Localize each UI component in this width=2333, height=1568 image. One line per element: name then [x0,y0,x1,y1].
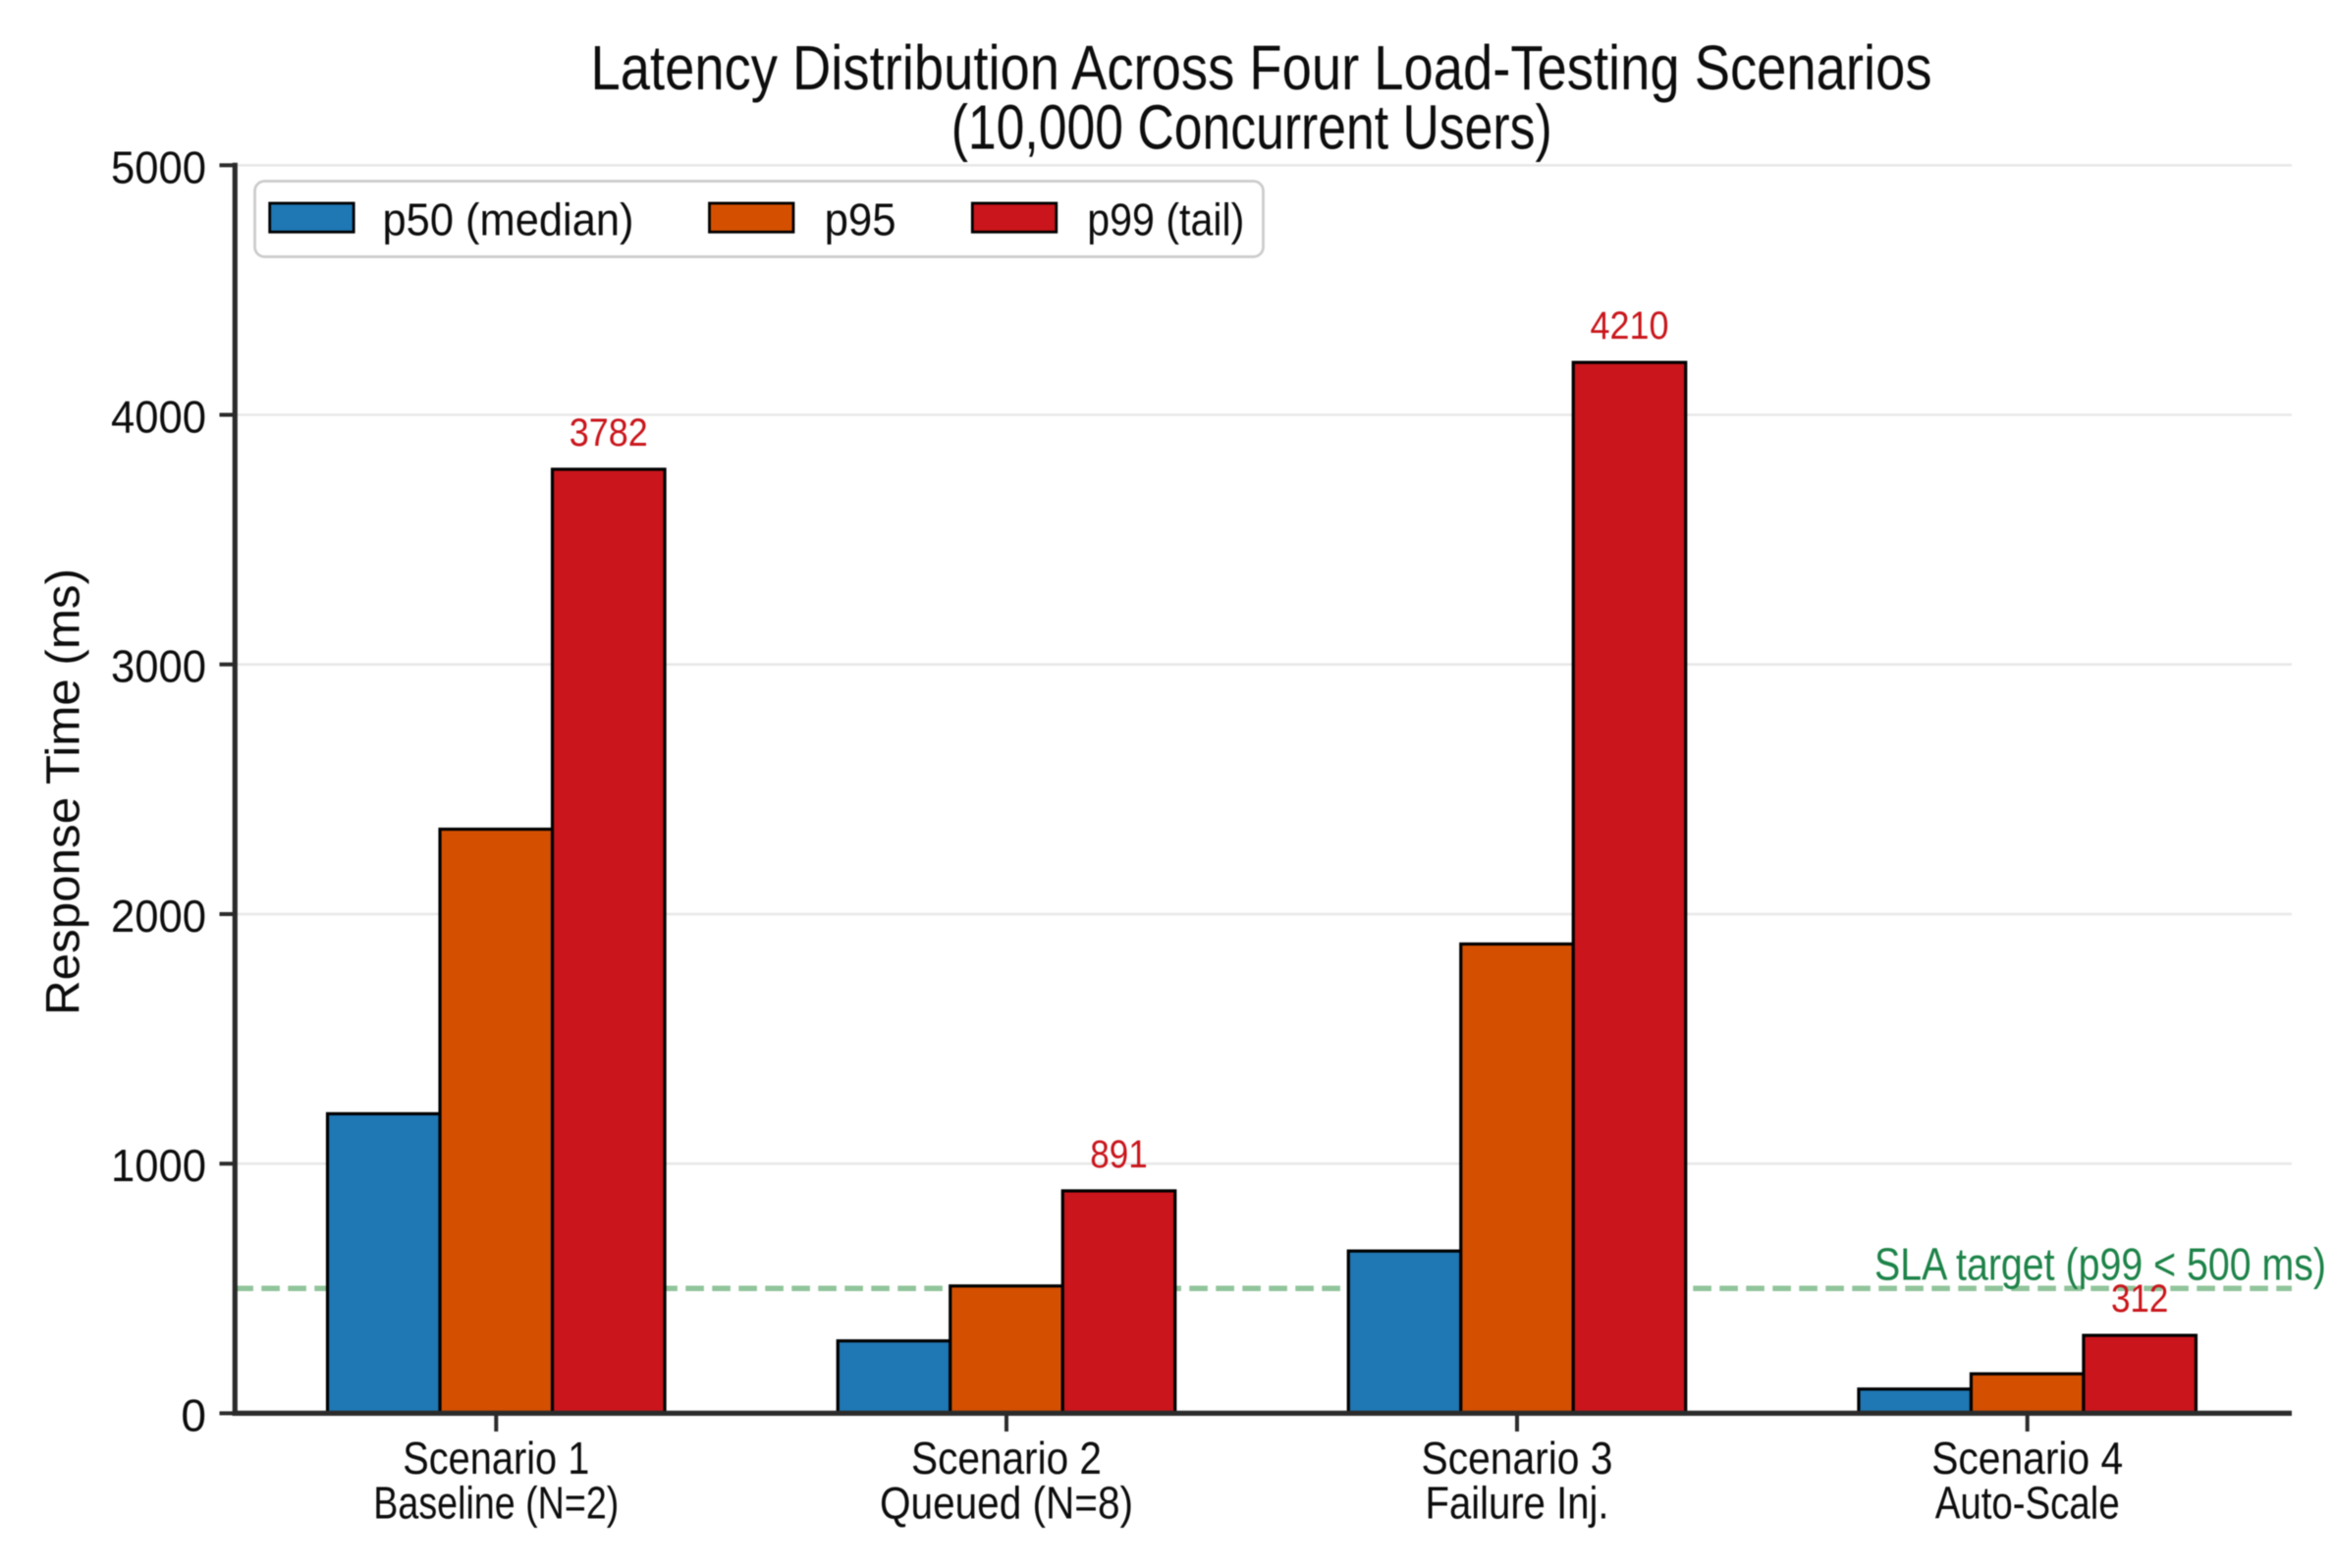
svg-text:Scenario 1: Scenario 1 [403,1433,589,1484]
svg-text:Auto-Scale: Auto-Scale [1935,1478,2120,1529]
svg-text:Response Time (ms): Response Time (ms) [38,568,90,1015]
svg-text:4210: 4210 [1591,304,1669,348]
svg-text:Baseline (N=2): Baseline (N=2) [373,1478,619,1529]
svg-text:(10,000 Concurrent Users): (10,000 Concurrent Users) [951,92,1552,163]
svg-text:0: 0 [181,1389,206,1440]
svg-text:SLA target (p99 < 500 ms): SLA target (p99 < 500 ms) [1874,1239,2326,1290]
svg-text:3000: 3000 [111,641,206,692]
svg-text:891: 891 [1090,1133,1148,1176]
svg-text:2000: 2000 [111,891,206,942]
svg-text:p50 (median): p50 (median) [383,194,634,245]
svg-text:p95: p95 [825,194,896,245]
svg-text:Scenario 4: Scenario 4 [1931,1433,2123,1484]
svg-text:5000: 5000 [111,141,206,192]
svg-text:4000: 4000 [111,392,206,443]
svg-text:Failure Inj.: Failure Inj. [1426,1478,1609,1529]
svg-text:Latency Distribution Across Fo: Latency Distribution Across Four Load-Te… [591,32,1932,103]
svg-text:1000: 1000 [111,1140,206,1191]
svg-text:Queued (N=8): Queued (N=8) [880,1478,1133,1529]
svg-text:Scenario 3: Scenario 3 [1422,1433,1613,1484]
svg-text:3782: 3782 [570,411,648,455]
svg-text:Scenario 2: Scenario 2 [911,1433,1102,1484]
svg-text:p99 (tail): p99 (tail) [1087,194,1244,245]
svg-text:312: 312 [2111,1277,2169,1321]
